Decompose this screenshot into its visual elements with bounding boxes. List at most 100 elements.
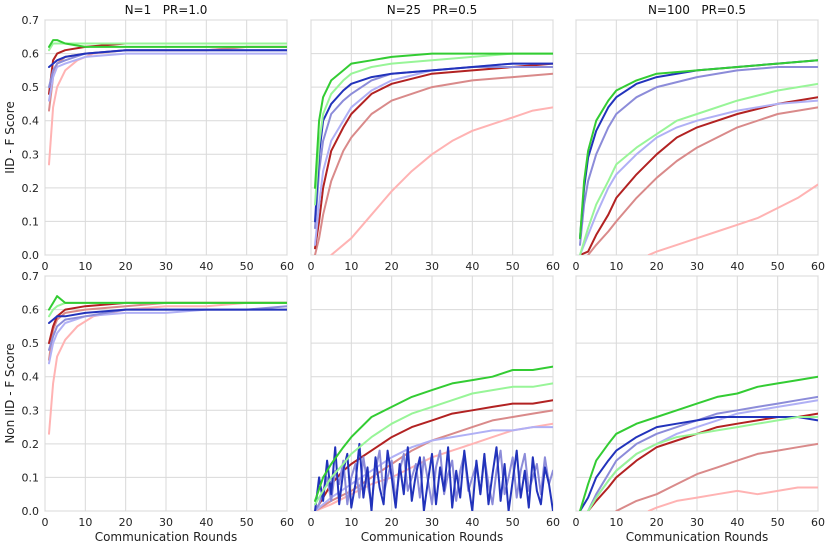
y-tick-label: 0.3 (22, 148, 40, 161)
series-line-8 (48, 39, 287, 48)
x-tick-label: 60 (280, 260, 294, 273)
x-axis-label: Communication Rounds (626, 530, 769, 544)
x-tick-label: 40 (730, 260, 744, 273)
panel-1: 0 10 20 30 40 50 60 0.0 0.1 0.2 0.3 0.4 0.5 0.6 0.7 N=1… (3, 3, 294, 273)
series-line-3 (314, 62, 553, 250)
y-tick-label: 0.4 (22, 115, 40, 128)
x-tick-label: 50 (506, 516, 520, 529)
x-tick-label: 20 (385, 260, 399, 273)
x-tick-label: 30 (690, 516, 704, 529)
y-tick-label: 0.2 (22, 438, 40, 451)
x-tick-label: 10 (344, 260, 358, 273)
x-tick-label: 50 (771, 260, 785, 273)
x-tick-label: 0 (308, 260, 315, 273)
x-tick-label: 40 (199, 516, 213, 529)
x-axis-label: Communication Rounds (361, 530, 504, 544)
x-tick-label: 20 (119, 516, 133, 529)
series-line-3 (314, 399, 553, 511)
series-line-3 (579, 96, 818, 255)
series-line-1 (330, 106, 553, 255)
x-tick-label: 20 (385, 516, 399, 529)
series-line-8 (314, 365, 553, 502)
panel-title: N=1 PR=1.0 (125, 3, 208, 17)
x-tick-label: 20 (650, 260, 664, 273)
series-line-6 (579, 416, 818, 511)
x-tick-label: 60 (811, 260, 825, 273)
series-line-2 (314, 72, 553, 255)
x-tick-label: 40 (465, 260, 479, 273)
y-axis-label: IID - F Score (3, 101, 17, 174)
x-tick-label: 0 (573, 516, 580, 529)
series-group (314, 52, 553, 255)
x-tick-label: 30 (690, 260, 704, 273)
series-line-4 (48, 52, 287, 102)
x-tick-label: 0 (308, 516, 315, 529)
y-tick-label: 0.5 (22, 337, 40, 350)
x-tick-label: 10 (344, 516, 358, 529)
series-line-4 (579, 99, 818, 255)
x-tick-label: 0 (42, 260, 49, 273)
panel-5: 0 10 20 30 40 50 60 Communication Rounds (308, 275, 560, 544)
panel-6: 0 10 20 30 40 50 60 Communication Rounds (573, 275, 825, 544)
y-axis-label: Non IID - F Score (3, 343, 17, 443)
x-tick-label: 60 (546, 516, 560, 529)
y-tick-label: 0.6 (22, 304, 40, 317)
series-line-7 (48, 42, 287, 52)
x-tick-label: 30 (425, 260, 439, 273)
y-tick-label: 0.6 (22, 48, 40, 61)
x-tick-label: 40 (730, 516, 744, 529)
x-tick-label: 0 (573, 260, 580, 273)
x-tick-label: 0 (42, 516, 49, 529)
panel-title: N=25 PR=0.5 (387, 3, 477, 17)
x-tick-label: 10 (78, 260, 92, 273)
y-tick-label: 0.1 (22, 471, 40, 484)
series-line-8 (48, 295, 287, 311)
x-tick-label: 50 (240, 260, 254, 273)
y-tick-label: 0.1 (22, 215, 40, 228)
series-line-8 (314, 52, 553, 189)
series-line-5 (587, 395, 818, 511)
series-line-8 (579, 375, 818, 511)
x-tick-label: 10 (609, 260, 623, 273)
panel-4: 0 10 20 30 40 50 60 0.0 0.1 0.2 0.3 0.4 0.5 0.6 0.7 Com… (3, 270, 294, 544)
series-line-2 (615, 442, 818, 511)
series-group (314, 365, 553, 511)
series-line-7 (587, 416, 818, 511)
series-line-6 (48, 49, 287, 68)
x-tick-label: 30 (159, 516, 173, 529)
x-tick-label: 50 (506, 260, 520, 273)
y-tick-label: 0.5 (22, 81, 40, 94)
series-line-6 (48, 308, 287, 324)
x-tick-label: 20 (119, 260, 133, 273)
panel-3: 0 10 20 30 40 50 60 N=100 PR=0.5 (573, 3, 826, 273)
series-line-1 (647, 486, 818, 511)
series-group (48, 295, 287, 435)
series-line-6 (314, 442, 553, 511)
x-tick-label: 50 (240, 516, 254, 529)
y-tick-label: 0.7 (22, 270, 40, 283)
x-tick-label: 60 (280, 516, 294, 529)
x-tick-label: 10 (78, 516, 92, 529)
series-line-5 (579, 66, 818, 246)
series-group (579, 375, 818, 511)
series-line-8 (579, 59, 818, 240)
y-tick-label: 0.2 (22, 182, 40, 195)
x-tick-label: 50 (771, 516, 785, 529)
x-tick-label: 60 (546, 260, 560, 273)
panel-2: 0 10 20 30 40 50 60 N=25 PR=0.5 (308, 3, 561, 273)
x-tick-label: 30 (425, 516, 439, 529)
x-axis-label: Communication Rounds (95, 530, 238, 544)
y-tick-label: 0.0 (22, 249, 40, 262)
series-group (579, 59, 818, 255)
series-line-7 (579, 82, 818, 255)
panel-title: N=100 PR=0.5 (648, 3, 746, 17)
x-tick-label: 40 (199, 260, 213, 273)
series-line-1 (647, 183, 818, 255)
series-group (48, 39, 287, 166)
y-tick-label: 0.4 (22, 371, 40, 384)
series-line-7 (314, 52, 553, 206)
x-tick-label: 40 (465, 516, 479, 529)
x-tick-label: 10 (609, 516, 623, 529)
x-tick-label: 30 (159, 260, 173, 273)
